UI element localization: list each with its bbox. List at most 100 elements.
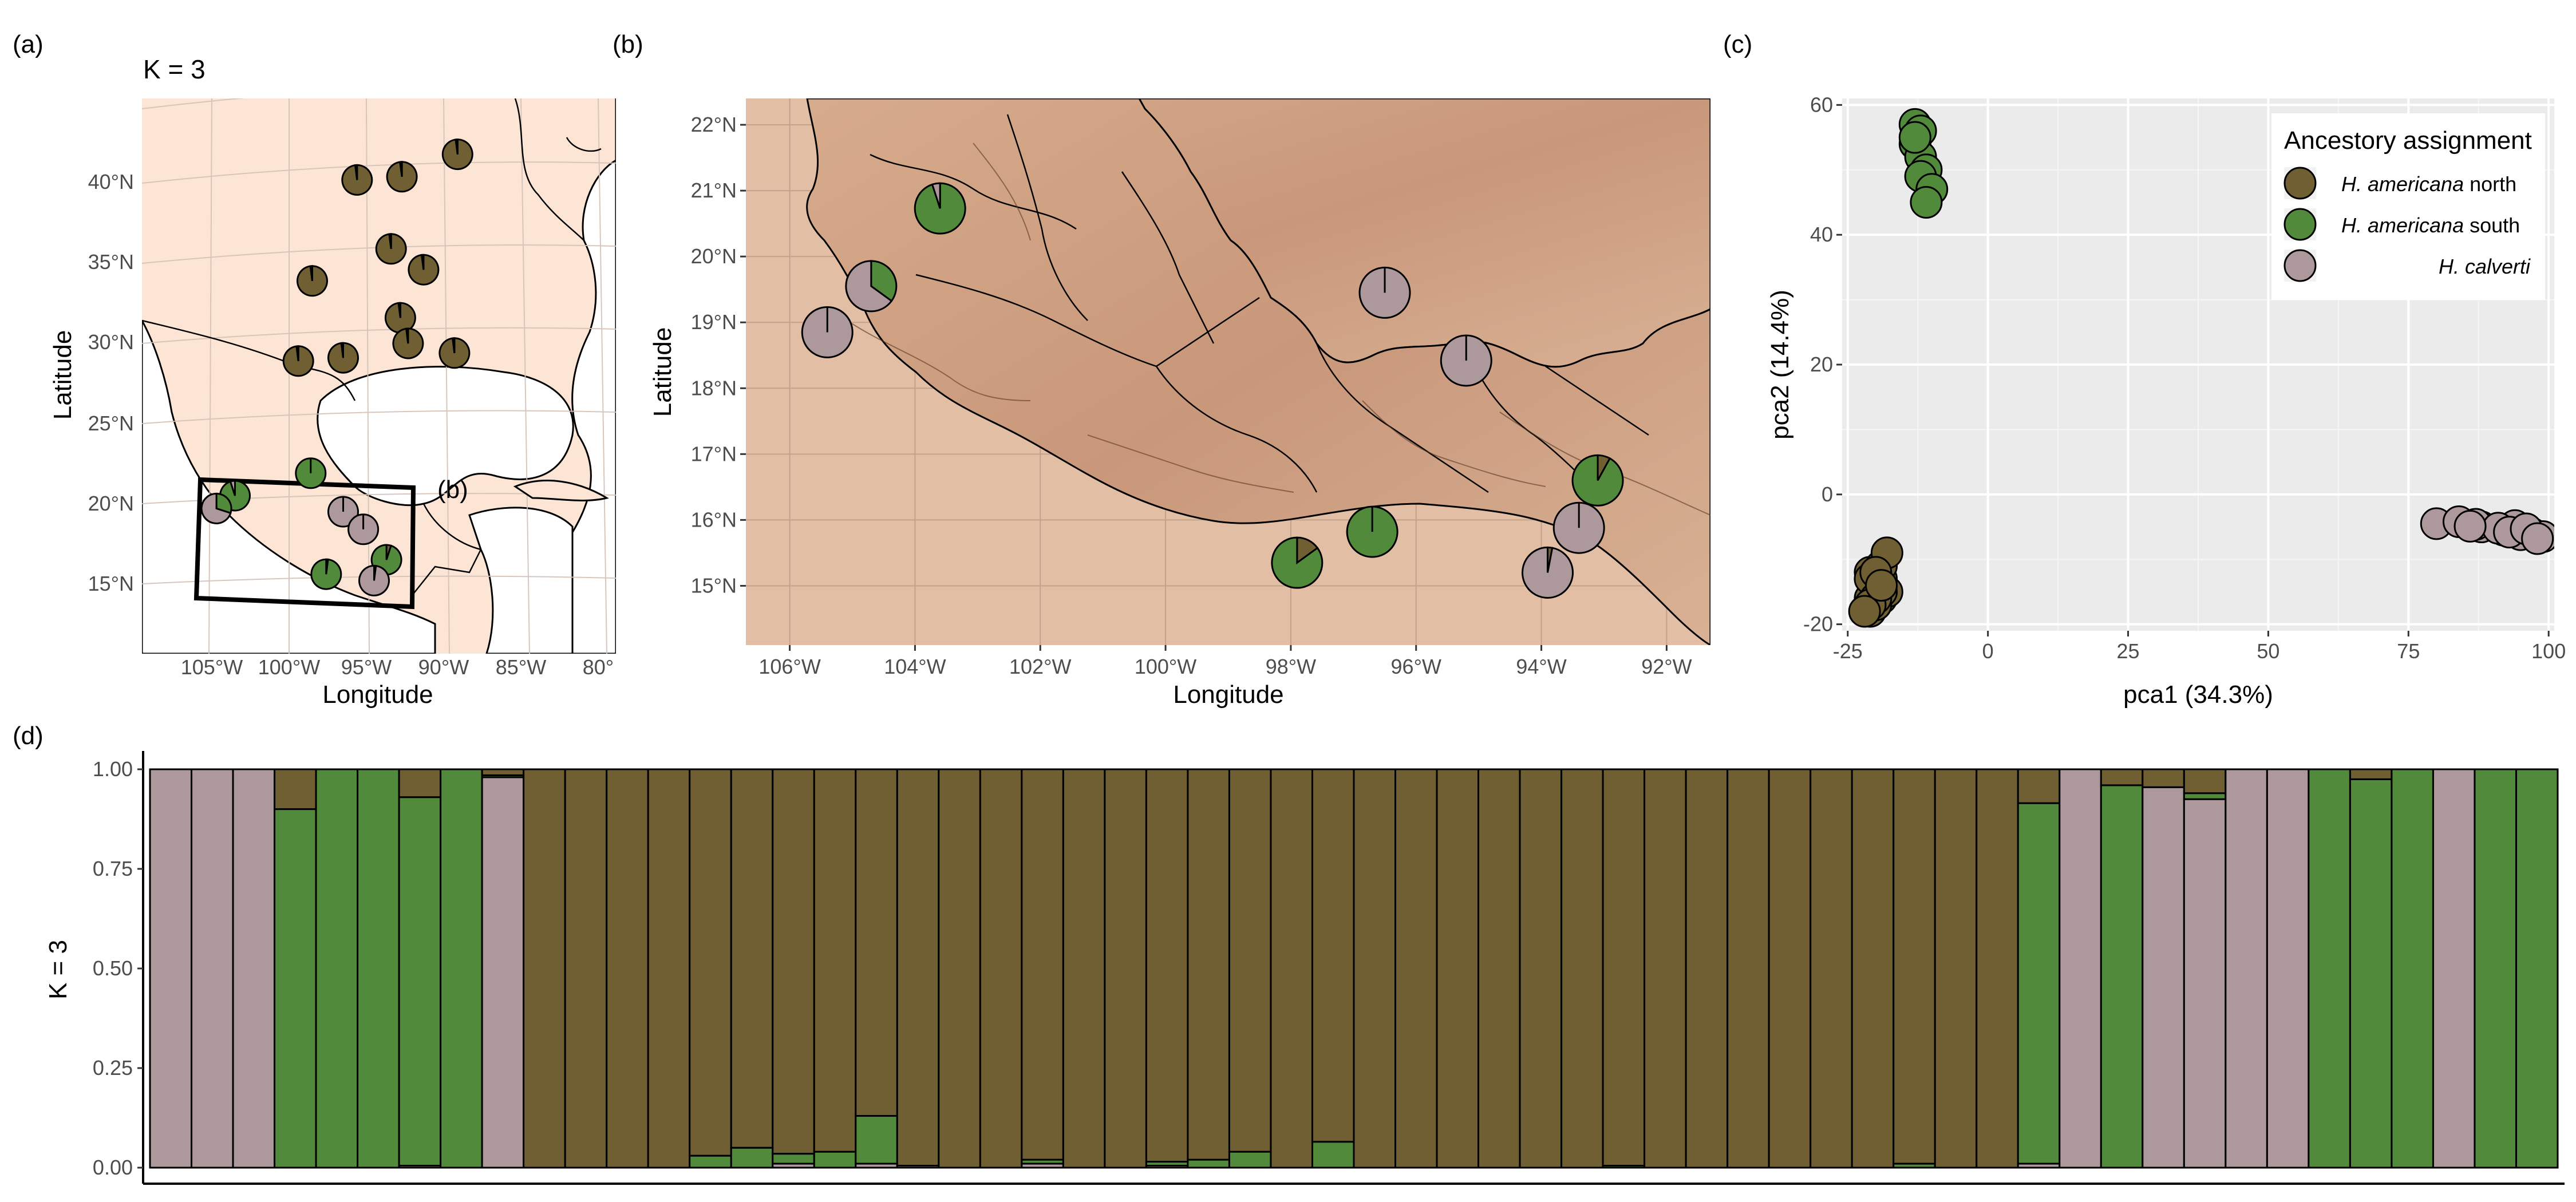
admixture-bar: [2349, 768, 2393, 1169]
panel-label-a: (a): [13, 30, 44, 58]
admixture-bar: [2474, 768, 2517, 1169]
map-pie-a: [310, 558, 342, 590]
bar-segment: [1270, 768, 1313, 1169]
admixture-bar: [1685, 768, 1729, 1169]
map-pie-a: [347, 513, 380, 545]
pie-slice: [455, 139, 459, 155]
pca-point: [2521, 522, 2554, 555]
pie-slice: [399, 161, 403, 177]
legend-key-north: [2283, 167, 2317, 200]
admixture-bar: [1602, 768, 1646, 1169]
y-tick-label: -20: [1803, 612, 1833, 636]
admixture-bar: [813, 768, 857, 1169]
bar-segment: [1104, 768, 1147, 1169]
bar-segment: [2515, 768, 2559, 1169]
pacific-coast-relief: [806, 98, 1710, 645]
admixture-bar: [1851, 768, 1895, 1169]
panel-a-y-ticks: 15°N 20°N 25°N 30°N 35°N 40°N: [88, 170, 134, 595]
bar-segment: [2142, 768, 2185, 788]
y-tick-label: 25°N: [88, 412, 134, 435]
y-tick-label: 16°N: [691, 508, 737, 531]
admixture-bar: [2266, 768, 2310, 1169]
x-tick-label: 94°W: [1516, 655, 1566, 678]
bar-segment: [1394, 768, 1438, 1169]
panel-c-ticks: -25 0 25 50 75 100 -20 0 20 40 60: [1803, 93, 2566, 663]
bar-segment: [730, 768, 774, 1149]
legend-item: H. calverti: [2283, 249, 2531, 282]
legend-label-italic: H. americana: [2341, 213, 2464, 237]
y-tick-label: 20°N: [691, 244, 737, 268]
panel-b-ticks: 106°W 104°W 102°W 100°W 98°W 96°W 94°W 92°W 15°N…: [691, 113, 1692, 678]
y-tick-label: 19°N: [691, 310, 737, 334]
pca-point: [1865, 569, 1898, 602]
series-h-americana-south: [1898, 108, 1949, 219]
map-pie-b: [1522, 546, 1574, 599]
map-pie-a: [358, 564, 390, 596]
bar-segment: [1726, 768, 1770, 1169]
bar-segment: [1560, 768, 1604, 1169]
bar-segment: [813, 1150, 857, 1169]
map-pie-a: [297, 265, 328, 297]
bar-segment: [2100, 784, 2144, 1169]
bar-segment: [1934, 768, 1978, 1169]
bar-segment: [2183, 792, 2227, 800]
x-tick-label: 75: [2397, 639, 2420, 663]
admixture-bar: [315, 768, 359, 1169]
y-tick-label: 1.00: [93, 757, 133, 781]
bar-segment: [896, 768, 940, 1167]
admixture-bar: [2017, 768, 2061, 1169]
x-tick-label: 85°W: [496, 655, 546, 679]
pie-slice: [845, 260, 893, 313]
admixture-bar: [1311, 768, 1355, 1169]
panel-d-bars: [149, 768, 2559, 1169]
pca-point: [1848, 595, 1881, 628]
bar-segment: [1145, 768, 1189, 1163]
bar-segment: [1187, 1158, 1230, 1169]
y-tick-label: 30°N: [88, 330, 134, 354]
bar-segment: [689, 768, 732, 1157]
admixture-bar: [149, 768, 193, 1169]
bar-segment: [979, 768, 1023, 1169]
y-tick-label: 15°N: [691, 574, 737, 597]
bar-segment: [1021, 768, 1064, 1161]
bar-segment: [772, 1153, 815, 1165]
panel-d-ticks: 0.00 0.25 0.50 0.75 1.00: [93, 757, 143, 1179]
legend-label-italic: H. americana: [2341, 172, 2464, 196]
bar-segment: [813, 768, 857, 1153]
y-tick-label: 35°N: [88, 250, 134, 274]
map-pie-a: [327, 342, 359, 374]
admixture-bar: [357, 768, 400, 1169]
y-tick-label: 22°N: [691, 113, 737, 136]
admixture-bar: [896, 768, 940, 1169]
admixture-bar: [1270, 768, 1313, 1169]
pie-slice: [310, 558, 342, 590]
pie-slice: [405, 327, 409, 344]
map-pie-a: [341, 164, 373, 196]
bar-segment: [1311, 768, 1355, 1143]
bar-segment: [606, 768, 649, 1169]
admixture-bar: [855, 768, 898, 1169]
y-tick-label: 17°N: [691, 442, 737, 465]
y-tick-label: 40: [1810, 223, 1833, 246]
map-pie-a: [282, 345, 314, 377]
panel-a-xlabel: Longitude: [322, 681, 433, 709]
pie-slice: [215, 492, 232, 515]
admixture-bar: [938, 768, 981, 1169]
map-pie-a: [200, 492, 232, 524]
panel-a-x-ticks: 105°W 100°W 95°W 90°W 85°W 80°: [181, 655, 614, 679]
bar-segment: [1187, 768, 1230, 1161]
panel-a-pies: [200, 139, 473, 596]
x-tick-label: 25: [2117, 639, 2140, 663]
map-pie-a: [438, 337, 471, 369]
admixture-bar: [1228, 768, 1272, 1169]
bar-segment: [315, 768, 359, 1169]
legend-key-south: [2283, 208, 2317, 241]
bar-segment: [772, 768, 815, 1155]
x-tick-label: 50: [2257, 639, 2279, 663]
bar-segment: [1893, 768, 1936, 1165]
bar-segment: [1809, 768, 1853, 1169]
admixture-bar: [730, 768, 774, 1169]
legend-label-plain: north: [2464, 172, 2516, 196]
map-pie-a: [295, 457, 327, 489]
admixture-bar: [1353, 768, 1397, 1169]
